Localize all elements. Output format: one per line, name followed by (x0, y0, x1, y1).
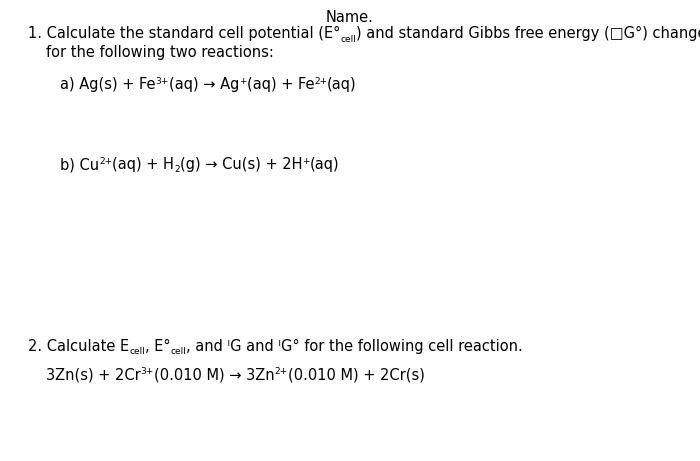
Text: 2+: 2+ (274, 367, 288, 376)
Text: , and ᴵG and ᴵG° for the following cell reaction.: , and ᴵG and ᴵG° for the following cell … (186, 339, 524, 354)
Text: cell: cell (129, 347, 145, 356)
Text: (0.010 M) → 3Zn: (0.010 M) → 3Zn (154, 367, 274, 382)
Text: , E°: , E° (145, 339, 171, 354)
Text: (aq) → Ag: (aq) → Ag (169, 77, 239, 92)
Text: 1. Calculate the standard cell potential (E°: 1. Calculate the standard cell potential… (28, 26, 340, 41)
Text: cell: cell (340, 35, 356, 44)
Text: 2: 2 (174, 165, 180, 174)
Text: 2+: 2+ (99, 157, 112, 166)
Text: Name.: Name. (326, 10, 374, 25)
Text: (0.010 M) + 2Cr(s): (0.010 M) + 2Cr(s) (288, 367, 425, 382)
Text: 3Zn(s) + 2Cr: 3Zn(s) + 2Cr (46, 367, 141, 382)
Text: (g) → Cu(s) + 2H: (g) → Cu(s) + 2H (180, 157, 302, 172)
Text: (aq): (aq) (309, 157, 339, 172)
Text: 3+: 3+ (155, 77, 169, 86)
Text: (aq) + H: (aq) + H (112, 157, 174, 172)
Text: ) and standard Gibbs free energy (□G°) changes: ) and standard Gibbs free energy (□G°) c… (356, 26, 700, 41)
Text: 3+: 3+ (141, 367, 154, 376)
Text: (aq): (aq) (328, 77, 357, 92)
Text: +: + (302, 157, 309, 166)
Text: cell: cell (171, 347, 186, 356)
Text: for the following two reactions:: for the following two reactions: (46, 45, 274, 60)
Text: a) Ag(s) + Fe: a) Ag(s) + Fe (60, 77, 155, 92)
Text: 2+: 2+ (314, 77, 328, 86)
Text: +: + (239, 77, 246, 86)
Text: b) Cu: b) Cu (60, 157, 99, 172)
Text: 2. Calculate E: 2. Calculate E (28, 339, 129, 354)
Text: (aq) + Fe: (aq) + Fe (246, 77, 314, 92)
